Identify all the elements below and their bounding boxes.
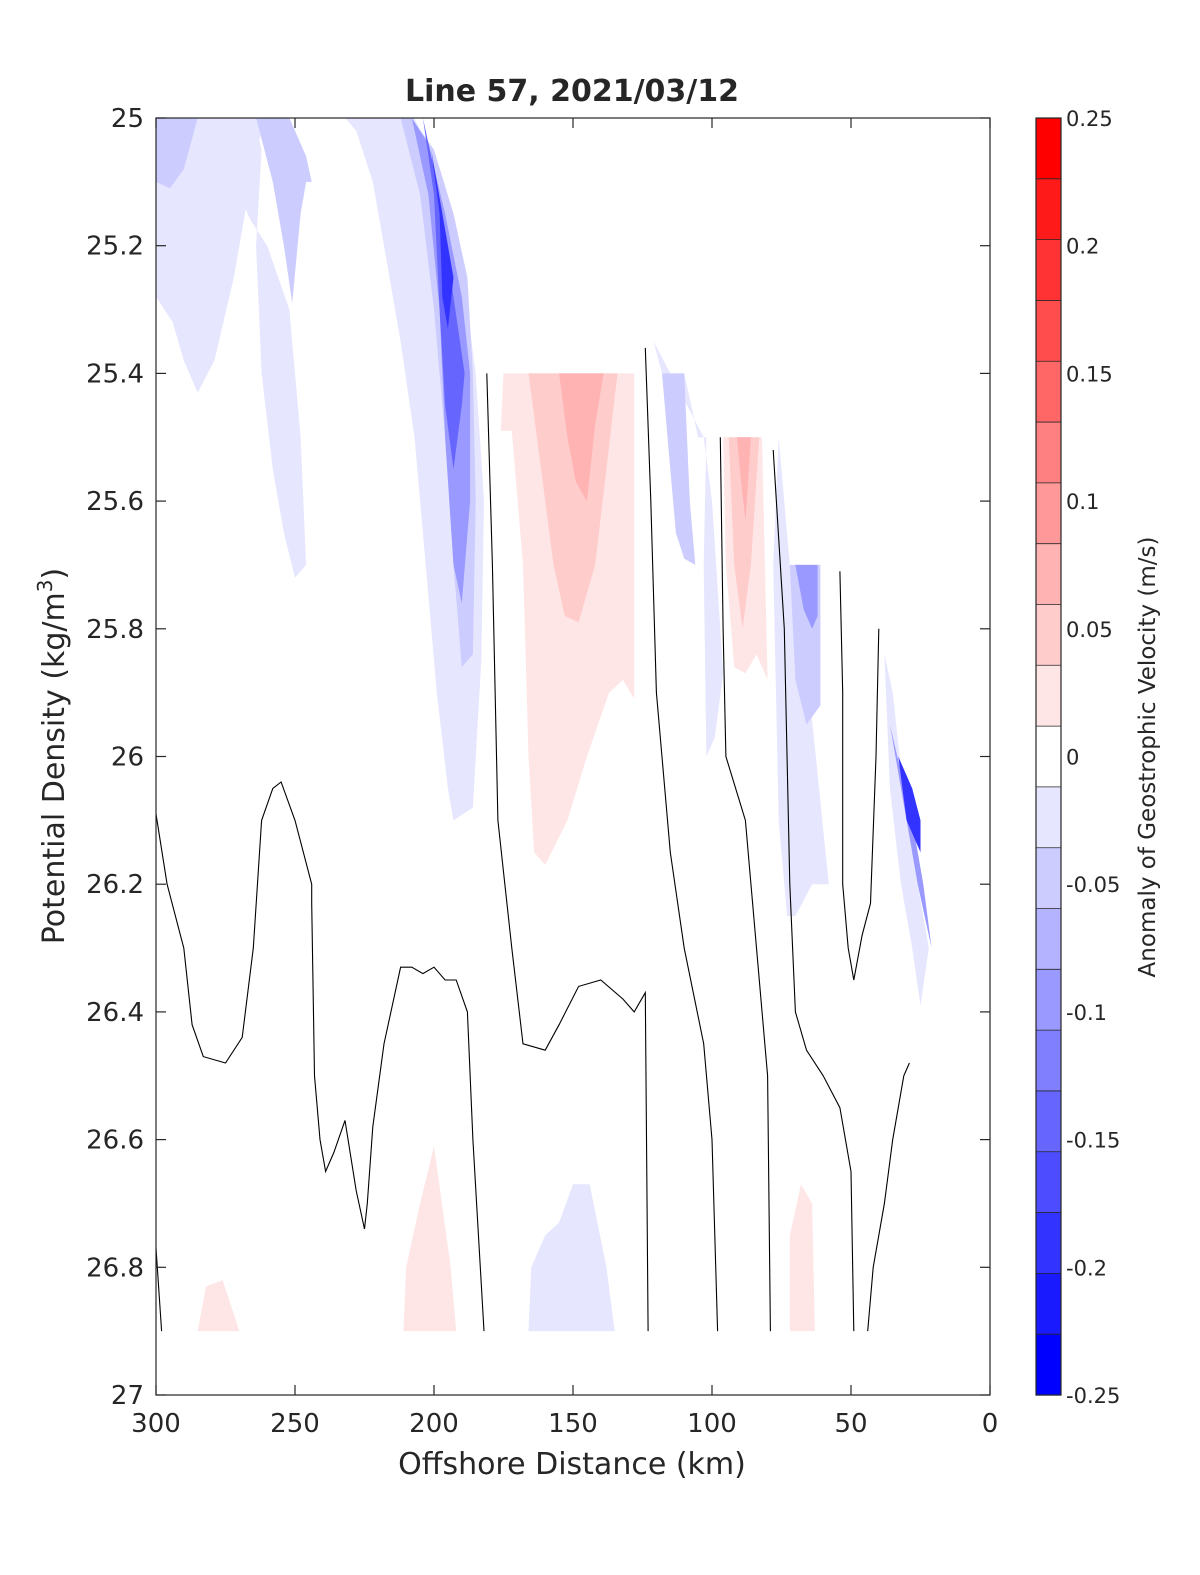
y-tick-label: 25.2 (86, 232, 144, 262)
colorbar-band (1036, 239, 1061, 302)
contour-region-neg-front-2 (411, 118, 471, 604)
zero-contour-line (839, 571, 880, 981)
x-axis-label: Offshore Distance (km) (398, 1447, 746, 1482)
colorbar-band (1036, 969, 1061, 1031)
colorbar-tick-label: -0.25 (1066, 1384, 1120, 1408)
colorbar-band (1036, 1090, 1061, 1153)
x-tick-label: 250 (270, 1409, 320, 1439)
colorbar-band (1036, 847, 1061, 910)
y-axis-ticks: 25 25.2 25.4 25.6 25.8 26 26.2 26.4 26.6 26.8 27 (86, 104, 990, 1411)
zero-contour-lines (156, 347, 910, 1332)
colorbar-tick-label: 0.25 (1066, 107, 1113, 131)
contour-region-pos-deep-2 (403, 1146, 457, 1332)
zero-contour-line (156, 781, 485, 1332)
colorbar: 0.25 0.2 0.15 0.1 0.05 0 -0.05 -0.1 -0.15 -0.2 -0.… (1035, 107, 1120, 1408)
colorbar-label: Anomaly of Geostrophic Velocity (m/s) (1135, 537, 1161, 978)
x-tick-label: 0 (982, 1409, 999, 1439)
y-axis-label: Potential Density (kg/m3) (33, 568, 72, 944)
contour-region-neg-offshore-upper (156, 118, 484, 821)
colorbar-band (1036, 1273, 1061, 1335)
contour-region-neg-coast-1 (884, 654, 929, 1006)
x-tick-label: 150 (548, 1409, 598, 1439)
chart-title: Line 57, 2021/03/12 (405, 74, 739, 109)
colorbar-band (1036, 482, 1061, 545)
contour-region-neg-coast-2 (889, 724, 932, 949)
colorbar-band (1036, 1334, 1061, 1396)
colorbar-tick-label: -0.2 (1066, 1256, 1107, 1280)
colorbar-tick-label: -0.05 (1066, 873, 1120, 897)
colorbar-band (1036, 300, 1061, 362)
contour-region-neg-deep-1 (528, 1184, 615, 1332)
y-tick-label: 26.2 (86, 870, 144, 900)
zero-contour-line (644, 347, 719, 1332)
x-tick-label: 50 (834, 1409, 867, 1439)
contour-region-neg-offshore-core-2 (256, 118, 312, 304)
colorbar-band (1036, 1212, 1061, 1274)
x-tick-label: 100 (687, 1409, 737, 1439)
contour-region-neg-inner-3 (795, 564, 818, 629)
colorbar-tick-label: 0 (1066, 746, 1079, 770)
plot-area (156, 118, 990, 1395)
zero-contour-line (486, 373, 649, 1332)
colorbar-tick-label: -0.15 (1066, 1129, 1120, 1153)
zero-contour-line (719, 437, 771, 1332)
colorbar-band (1036, 361, 1061, 423)
colorbar-tick-label: -0.1 (1066, 1001, 1107, 1025)
y-axis-label-close: ) (37, 568, 72, 580)
colorbar-tick-label: 0.1 (1066, 490, 1099, 514)
zero-contour-line (772, 449, 855, 1332)
colorbar-band (1036, 604, 1061, 666)
zero-contour-line (867, 1062, 910, 1332)
contour-region-pos-deep-1 (197, 1280, 240, 1332)
contour-region-neg-mid-1 (653, 341, 724, 757)
colorbar-tick-label: 0.2 (1066, 235, 1099, 259)
colorbar-band (1036, 1030, 1061, 1092)
colorbar-band (1036, 786, 1061, 849)
y-tick-label: 25 (111, 104, 144, 134)
y-tick-label: 26.8 (86, 1253, 144, 1283)
y-axis-label-superscript: 3 (33, 579, 57, 592)
y-tick-label: 26.4 (86, 998, 144, 1028)
colorbar-tick-label: 0.15 (1066, 362, 1113, 386)
zero-contour-line (156, 1248, 163, 1332)
y-axis-label-main: Potential Density (kg/m (37, 592, 72, 944)
x-tick-label: 200 (409, 1409, 459, 1439)
y-tick-label: 25.6 (86, 487, 144, 517)
contour-region-pos-mid-2 (728, 437, 760, 629)
y-tick-label: 26 (111, 743, 144, 773)
x-axis-ticks: 300 250 200 150 100 50 0 (131, 118, 998, 1439)
colorbar-frame (1035, 117, 1062, 1396)
contour-region-pos-center-mid (528, 373, 618, 623)
colorbar-band (1036, 178, 1061, 241)
colorbar-band (1036, 726, 1061, 788)
filled-contour-regions (156, 118, 932, 1332)
y-tick-label: 25.8 (86, 615, 144, 645)
contour-region-neg-offshore-core (156, 118, 198, 189)
colorbar-band (1036, 908, 1061, 970)
y-tick-label: 26.6 (86, 1126, 144, 1156)
y-tick-label: 25.4 (86, 359, 144, 389)
colorbar-band (1036, 543, 1061, 606)
colorbar-band (1036, 1151, 1061, 1214)
colorbar-band (1036, 118, 1061, 180)
colorbar-band (1036, 665, 1061, 727)
contour-region-neg-mid-2 (662, 373, 696, 565)
contour-region-neg-coast-3 (898, 756, 921, 853)
colorbar-band (1036, 422, 1061, 484)
contour-region-pos-center-core (559, 373, 604, 502)
colorbar-tick-label: 0.05 (1066, 618, 1113, 642)
contour-region-neg-offshore-upper-left (156, 118, 262, 393)
y-tick-label: 27 (111, 1381, 144, 1411)
x-tick-label: 300 (131, 1409, 181, 1439)
contour-region-pos-mid-3 (737, 437, 751, 521)
contour-region-neg-front-4 (431, 149, 454, 329)
contour-region-pos-deep-3 (789, 1184, 815, 1332)
